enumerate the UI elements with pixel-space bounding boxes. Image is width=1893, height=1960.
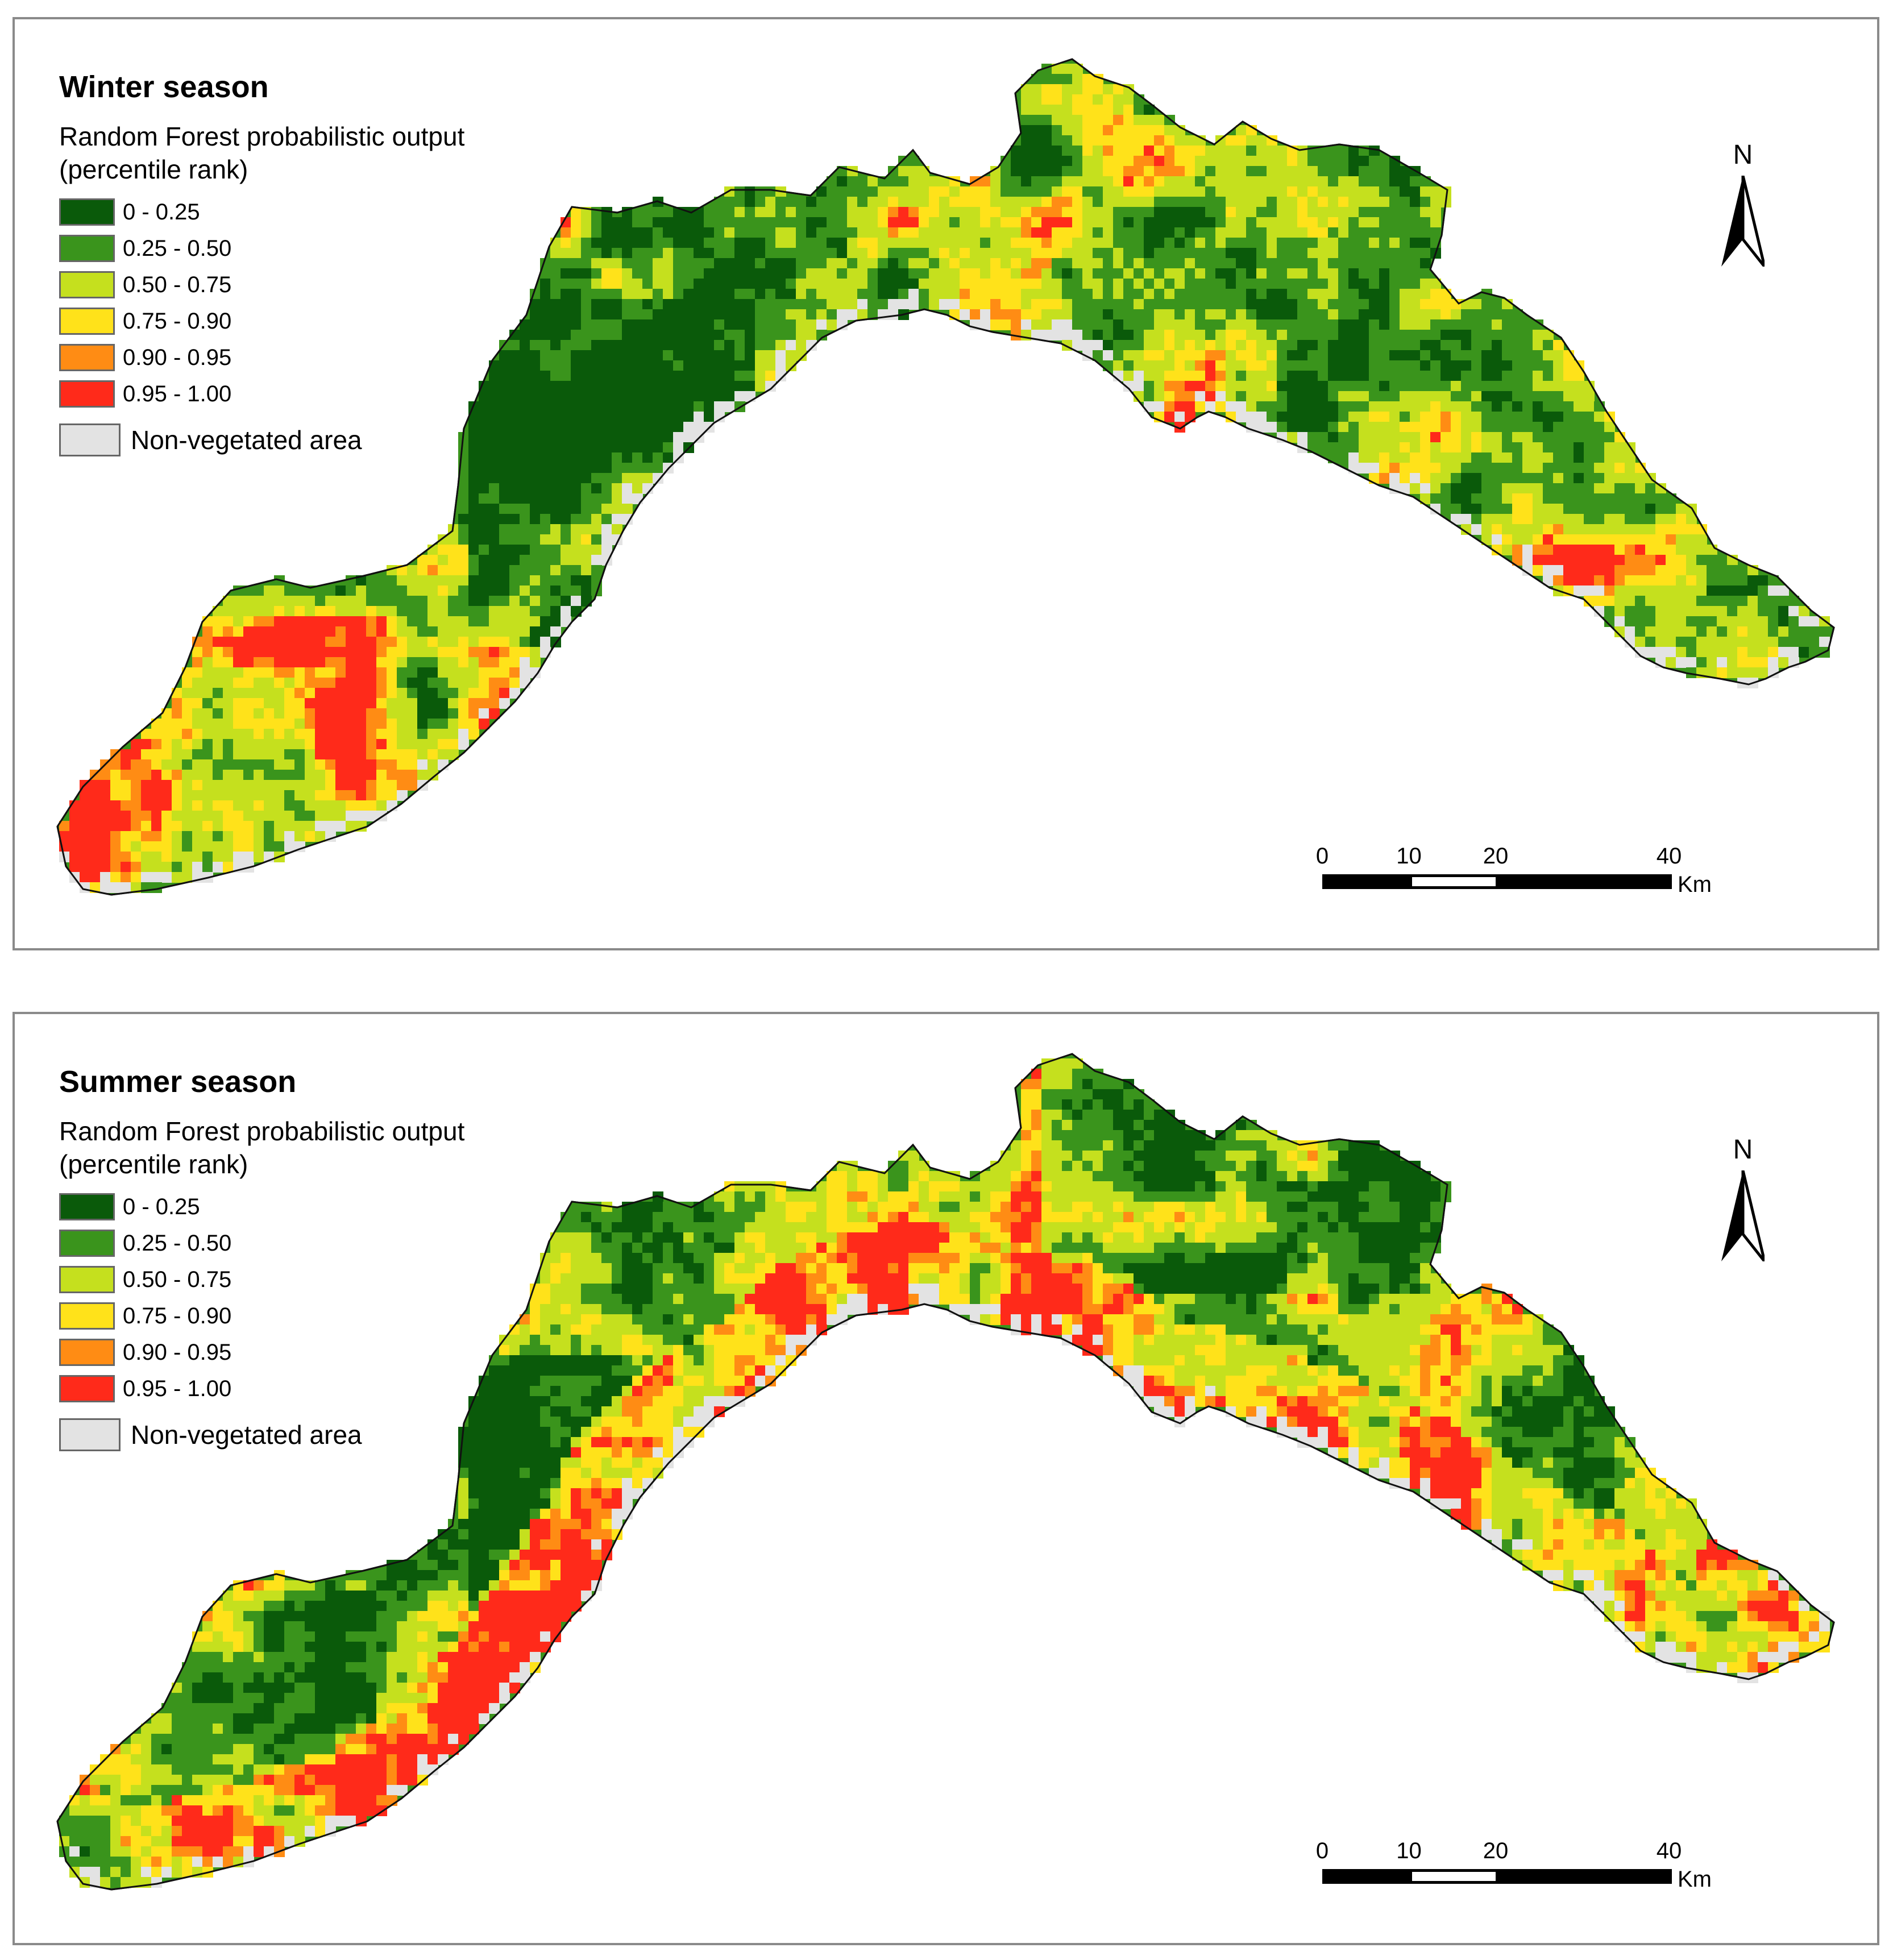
legend-item: 0 - 0.25	[59, 194, 571, 230]
scale-bar-segment	[1409, 874, 1498, 889]
north-arrow-icon	[1721, 176, 1765, 267]
legend-subtitle: Random Forest probabilistic output (perc…	[59, 1115, 571, 1181]
scale-bar-segment	[1409, 1869, 1498, 1884]
legend-label: 0.25 - 0.50	[123, 235, 232, 261]
panel-title: Winter season	[59, 70, 269, 104]
legend-item: 0.75 - 0.90	[59, 1298, 571, 1334]
legend-label: 0 - 0.25	[123, 199, 200, 225]
legend-swatch	[59, 308, 115, 335]
legend-swatch	[59, 344, 115, 372]
legend-label-non-vegetated: Non-vegetated area	[131, 425, 362, 455]
legend-swatch-non-vegetated	[59, 1418, 121, 1452]
legend-winter: Winter season Random Forest probabilisti…	[59, 70, 571, 460]
scale-tick-label: 0	[1315, 1838, 1329, 1863]
legend-swatch	[59, 1302, 115, 1330]
legend-label: 0 - 0.25	[123, 1194, 200, 1219]
legend-label: 0.50 - 0.75	[123, 1266, 232, 1292]
legend-swatch-non-vegetated	[59, 423, 121, 457]
scale-unit: Km	[1678, 1867, 1712, 1892]
legend-item: 0 - 0.25	[59, 1189, 571, 1225]
legend-subtitle-line1: Random Forest probabilistic output	[59, 122, 465, 152]
scale-tick-label: 40	[1656, 844, 1682, 869]
legend-label: 0.50 - 0.75	[123, 272, 232, 297]
map-panel-winter: Winter season Random Forest probabilisti…	[13, 17, 1879, 950]
legend-swatch	[59, 1266, 115, 1294]
north-letter: N	[1733, 140, 1753, 170]
north-letter: N	[1733, 1135, 1753, 1165]
legend-item: 0.75 - 0.90	[59, 303, 571, 339]
legend-subtitle-line2: (percentile rank)	[59, 155, 248, 185]
legend-swatch	[59, 1230, 115, 1257]
legend-label: 0.75 - 0.90	[123, 308, 232, 334]
legend-item-non-vegetated: Non-vegetated area	[59, 420, 571, 460]
scale-tick-label: 0	[1315, 844, 1329, 869]
legend-item: 0.90 - 0.95	[59, 1334, 571, 1371]
scale-tick-label: 20	[1483, 844, 1509, 869]
coastline	[56, 1053, 1835, 1891]
legend-swatch	[59, 380, 115, 408]
legend-subtitle-line1: Random Forest probabilistic output	[59, 1116, 465, 1147]
legend-swatch	[59, 235, 115, 263]
north-arrow: N	[1715, 142, 1771, 272]
legend-item-non-vegetated: Non-vegetated area	[59, 1415, 571, 1455]
scale-bar: 0 10 20 40 Km	[1316, 844, 1754, 917]
legend-subtitle-line2: (percentile rank)	[59, 1149, 248, 1180]
legend-swatch	[59, 1375, 115, 1403]
legend-item: 0.25 - 0.50	[59, 1225, 571, 1261]
legend-item: 0.90 - 0.95	[59, 339, 571, 376]
map-panel-summer: Summer season Random Forest probabilisti…	[13, 1012, 1879, 1945]
scale-bar-segment	[1322, 874, 1412, 889]
legend-items: 0 - 0.25 0.25 - 0.50 0.50 - 0.75 0.75 - 0.9…	[59, 1189, 571, 1407]
region-map-winter	[56, 58, 1835, 896]
legend-summer: Summer season Random Forest probabilisti…	[59, 1065, 571, 1455]
scale-unit: Km	[1678, 872, 1712, 897]
legend-item: 0.95 - 1.00	[59, 1371, 571, 1407]
scale-tick-label: 10	[1396, 844, 1422, 869]
scale-tick-label: 20	[1483, 1838, 1509, 1863]
legend-label: 0.75 - 0.90	[123, 1303, 232, 1328]
scale-bar-segment	[1496, 874, 1672, 889]
legend-swatch	[59, 1339, 115, 1367]
legend-subtitle: Random Forest probabilistic output (perc…	[59, 120, 571, 186]
legend-label: 0.95 - 1.00	[123, 1376, 232, 1401]
legend-item: 0.50 - 0.75	[59, 267, 571, 303]
legend-label: 0.90 - 0.95	[123, 344, 232, 370]
panel-title: Summer season	[59, 1065, 297, 1099]
scale-tick-label: 40	[1656, 1838, 1682, 1863]
coastline	[56, 58, 1835, 896]
legend-item: 0.50 - 0.75	[59, 1261, 571, 1298]
legend-label-non-vegetated: Non-vegetated area	[131, 1420, 362, 1450]
scale-bar-segment	[1496, 1869, 1672, 1884]
legend-item: 0.25 - 0.50	[59, 230, 571, 267]
scale-tick-label: 10	[1396, 1838, 1422, 1863]
classified-raster	[59, 64, 1830, 893]
legend-label: 0.25 - 0.50	[123, 1230, 232, 1256]
classified-raster	[59, 1058, 1830, 1888]
legend-swatch	[59, 198, 115, 226]
legend-swatch	[59, 1193, 115, 1221]
north-arrow: N	[1715, 1136, 1771, 1267]
region-map-summer	[56, 1053, 1835, 1891]
legend-label: 0.95 - 1.00	[123, 381, 232, 406]
scale-bar-segment	[1322, 1869, 1412, 1884]
legend-items: 0 - 0.25 0.25 - 0.50 0.50 - 0.75 0.75 - 0.9…	[59, 194, 571, 412]
legend-item: 0.95 - 1.00	[59, 376, 571, 412]
scale-bar: 0 10 20 40 Km	[1316, 1838, 1754, 1912]
legend-swatch	[59, 271, 115, 299]
north-arrow-icon	[1721, 1170, 1765, 1261]
legend-label: 0.90 - 0.95	[123, 1339, 232, 1365]
